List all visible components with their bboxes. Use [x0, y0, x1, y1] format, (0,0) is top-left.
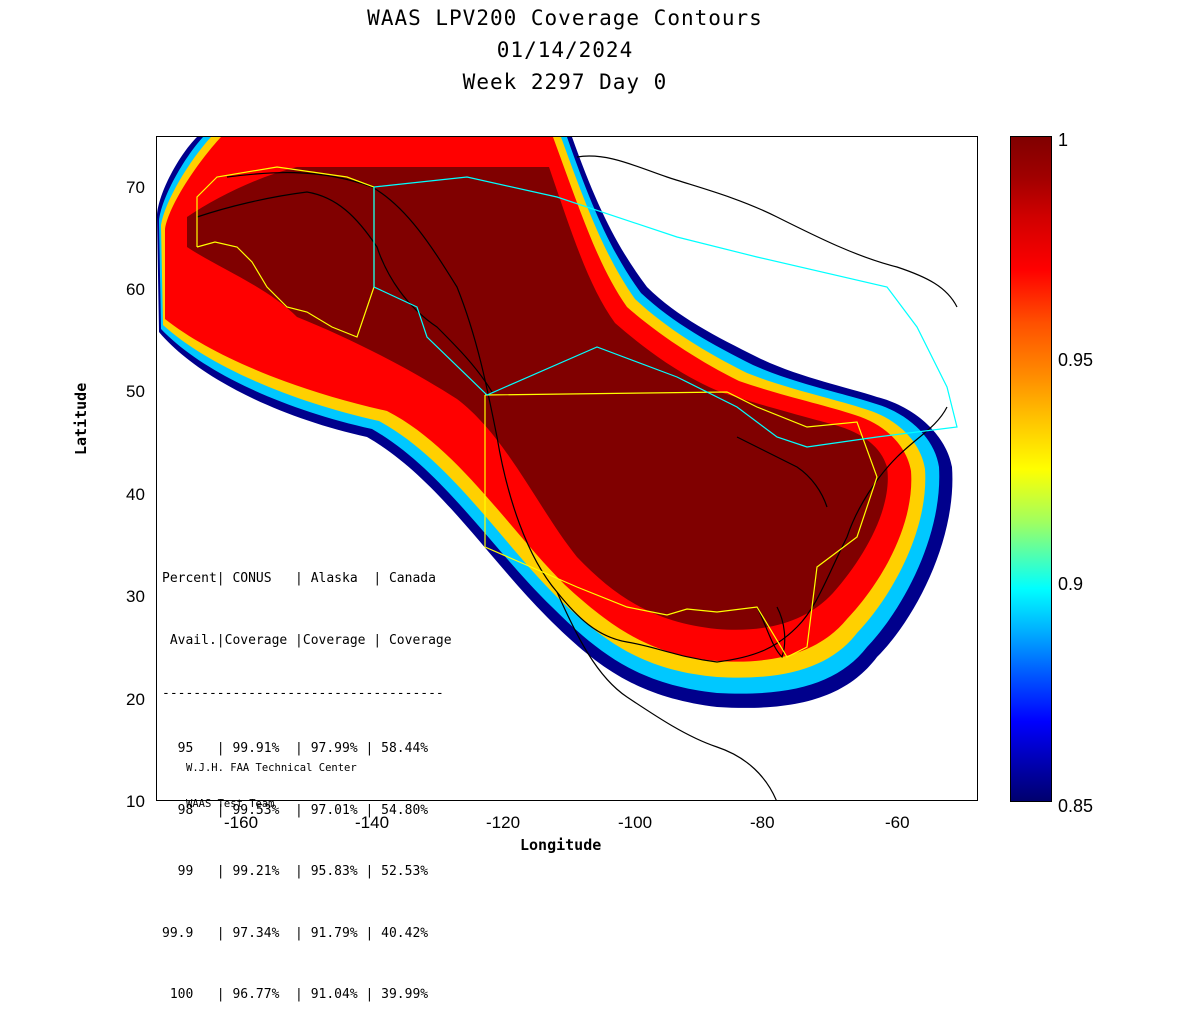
x-tick-label: -100 [618, 813, 653, 832]
great-lakes [736, 436, 828, 508]
y-axis-title: Latitude [72, 382, 90, 455]
title-line-1: WAAS LPV200 Coverage Contours [367, 6, 763, 30]
y-tick-label: 10 [126, 792, 145, 811]
canada-boundary [373, 176, 958, 448]
stats-header-1: Percent| CONUS | Alaska | Canada [162, 571, 436, 586]
north-america-coast [226, 171, 948, 663]
stats-row: 100 | 96.77% | 91.04% | 39.99% [162, 987, 429, 1002]
colorbar-tick-label: 0.85 [1058, 796, 1094, 816]
y-tick-label: 20 [126, 690, 145, 709]
stats-row: 99 | 99.21% | 95.83% | 52.53% [162, 864, 429, 879]
x-axis-title: Longitude [520, 836, 602, 854]
credit-line-2: WAAS Test Team [186, 798, 275, 810]
colorbar-tick-label: 1 [1058, 130, 1069, 150]
coverage-map [157, 137, 958, 800]
stats-row: 95 | 99.91% | 97.99% | 58.44% [162, 741, 429, 756]
colorbar [1010, 136, 1052, 802]
colorbar-tick-label: 0.9 [1058, 574, 1084, 594]
stats-row: 98 | 99.53% | 97.01% | 54.80% [162, 802, 429, 818]
canada-arctic [576, 155, 958, 308]
alaska-outline [196, 191, 493, 393]
y-tick-label: 50 [126, 382, 145, 401]
x-tick-label: -160 [224, 813, 259, 832]
stats-row: 99.9 | 97.34% | 91.79% | 40.42% [162, 925, 429, 941]
x-tick-label: -80 [750, 813, 775, 832]
title-line-3: Week 2297 Day 0 [462, 70, 668, 94]
coverage-contours [157, 137, 953, 708]
y-tick-label: 40 [126, 485, 145, 504]
conus-boundary [484, 391, 878, 658]
y-tick-label: 30 [126, 587, 145, 606]
map-plot-area [156, 136, 978, 801]
stats-header-2: Avail.|Coverage |Coverage | Coverage [162, 632, 452, 648]
x-tick-label: -60 [885, 813, 910, 832]
credit-line-1: W.J.H. FAA Technical Center [186, 762, 357, 774]
florida-outline [756, 606, 786, 659]
colorbar-tick-label: 0.95 [1058, 350, 1094, 370]
land-outlines [196, 155, 958, 800]
credit-text: W.J.H. FAA Technical Center WAAS Test Te… [186, 738, 357, 822]
mexico-coast [556, 591, 777, 800]
x-tick-label: -120 [486, 813, 521, 832]
service-boundaries [196, 166, 958, 658]
stats-rule: ------------------------------------ [162, 686, 444, 701]
y-tick-label: 60 [126, 280, 145, 299]
contour-1 [187, 167, 888, 630]
alaska-boundary [196, 166, 375, 338]
y-tick-label: 70 [126, 178, 145, 197]
title-line-2: 01/14/2024 [496, 38, 634, 62]
x-tick-label: -140 [355, 813, 390, 832]
